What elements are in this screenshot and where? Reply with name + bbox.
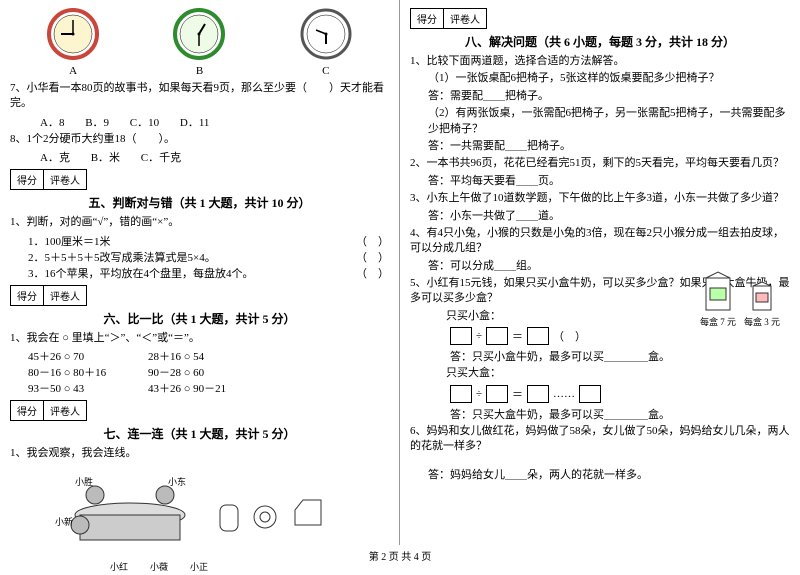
svg-text:小胜: 小胜 xyxy=(75,477,93,487)
q5-small-ans: 答：只买小盒牛奶，最多可以买＿＿＿＿盒。 xyxy=(450,348,790,364)
score-box-8: 得分 评卷人 xyxy=(410,8,487,29)
section-6-title: 六、比一比（共 1 大题，共计 5 分） xyxy=(10,310,389,327)
r-q5: 5、小红有15元钱，如果只买小盒牛奶，可以买多少盒？如果只买大盒牛奶，最多可以买… xyxy=(410,276,790,307)
q7-opt-d: D．11 xyxy=(180,117,210,129)
clock-c: C xyxy=(300,8,352,77)
svg-text:小新: 小新 xyxy=(55,516,73,527)
q5-big-ans: 答：只买大盒牛奶，最多可以买＿＿＿＿盒。 xyxy=(450,406,790,422)
q5-small-eq: ÷＝（ ） xyxy=(410,327,790,345)
tf-2: 2．5＋5＋5＋5改写成乘法算式是5×4。（ ） xyxy=(10,249,389,265)
cmp-head: 1、我会在 ○ 里填上“＞”、“＜”或“＝”。 xyxy=(10,331,389,346)
q7: 7、小华看一本80页的故事书，如果每天看9页，那么至少要（ ）天才能看完。 xyxy=(10,81,389,112)
q7-opt-b: B．9 xyxy=(85,117,109,129)
section-8-title: 八、解决问题（共 6 小题，每题 3 分，共计 18 分） xyxy=(410,33,790,50)
r-q1a-ans: 答：需要配＿＿把椅子。 xyxy=(410,89,790,104)
section-5-title: 五、判断对与错（共 1 大题，共计 10 分） xyxy=(10,194,389,211)
r-q1: 1、比较下面两道题，选择合适的方法解答。 xyxy=(410,54,790,69)
clock-b-label: B xyxy=(173,65,225,77)
cmp-r2a: 80－16 ○ 80＋16 xyxy=(28,364,148,380)
clock-a: A xyxy=(47,8,99,77)
grader-label: 评卷人 xyxy=(44,170,86,189)
cmp-r1b: 28＋16 ○ 54 xyxy=(148,348,268,364)
q8-opt-a: A．克 xyxy=(40,152,70,164)
r-q4: 4、有4只小兔，小猴的只数是小兔的3倍，现在每2只小猴分成一组去拍皮球，可以分成… xyxy=(410,226,790,257)
r-q6-ans: 答：妈妈给女儿＿＿朵，两人的花就一样多。 xyxy=(410,468,790,483)
r-q1a: （1）一张饭桌配6把椅子，5张这样的饭桌要配多少把椅子？ xyxy=(410,71,790,86)
link-head: 1、我会观察，我会连线。 xyxy=(10,446,389,461)
r-q6: 6、妈妈和女儿做红花，妈妈做了58朵，女儿做了50朵，妈妈给女儿几朵，两人的花就… xyxy=(410,424,790,455)
q8-opt-c: C．千克 xyxy=(141,152,181,164)
score-box-5: 得分 评卷人 xyxy=(10,169,87,190)
cmp-r3b: 43＋26 ○ 90－21 xyxy=(148,380,268,396)
tf-head: 1、判断，对的画“√”，错的画“×”。 xyxy=(10,215,389,230)
clock-b: B xyxy=(173,8,225,77)
q7-options: A．8 B．9 C．10 D．11 xyxy=(10,114,389,130)
q8-opt-b: B．米 xyxy=(91,152,120,164)
q7-opt-a: A．8 xyxy=(40,117,64,129)
svg-text:小正: 小正 xyxy=(190,562,208,572)
r-q1b: （2）有两张饭桌，一张需配6把椅子，另一张需配5把椅子，一共需要配多少把椅子？ xyxy=(410,106,790,137)
q8-options: A．克 B．米 C．千克 xyxy=(10,149,389,165)
r-q1b-ans: 答：一共需要配＿＿把椅子。 xyxy=(410,139,790,154)
clock-row: A B C xyxy=(10,8,389,77)
q5-big-eq: ÷＝…… xyxy=(410,385,790,403)
r-q2: 2、一本书共96页，花花已经看完51页，剩下的5天看完，平均每天要看几页？ xyxy=(410,156,790,171)
q7-opt-c: C．10 xyxy=(130,117,159,129)
r-q3-ans: 答：小东一共做了＿＿道。 xyxy=(410,209,790,224)
cmp-r3a: 93－50 ○ 43 xyxy=(28,380,148,396)
r-q2-ans: 答：平均每天要看＿＿页。 xyxy=(410,174,790,189)
score-box-7: 得分 评卷人 xyxy=(10,400,87,421)
clock-a-label: A xyxy=(47,65,99,77)
page-footer: 第 2 页 共 4 页 xyxy=(0,548,800,563)
clock-c-label: C xyxy=(300,65,352,77)
milk-illustration: 每盒 7 元 每盒 3 元 xyxy=(700,270,780,328)
milk-big: 每盒 7 元 xyxy=(700,270,736,328)
cmp-r2b: 90－28 ○ 60 xyxy=(148,364,268,380)
score-box-6: 得分 评卷人 xyxy=(10,285,87,306)
q8: 8、1个2分硬币大约重18（ ）。 xyxy=(10,132,389,147)
section-7-title: 七、连一连（共 1 大题，共计 5 分） xyxy=(10,425,389,442)
r-q3: 3、小东上午做了10道数学题，下午做的比上午多3道，小东一共做了多少道？ xyxy=(410,191,790,206)
tf-1: 1．100厘米＝1米（ ） xyxy=(10,233,389,249)
score-label: 得分 xyxy=(11,170,44,189)
compare-grid: 45＋26 ○ 7028＋16 ○ 54 80－16 ○ 80＋1690－28 … xyxy=(10,348,389,396)
milk-small: 每盒 3 元 xyxy=(744,280,780,328)
q5-big-label: 只买大盒： xyxy=(410,366,790,381)
svg-text:小东: 小东 xyxy=(168,476,186,487)
cmp-r1a: 45＋26 ○ 70 xyxy=(28,348,148,364)
tf-3: 3．16个苹果，平均放在4个盘里，每盘放4个。（ ） xyxy=(10,265,389,281)
